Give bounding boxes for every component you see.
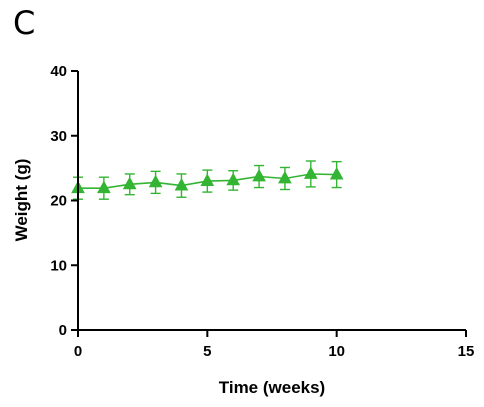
y-tick-label-20: 20 [50, 193, 67, 210]
data-point-8 [278, 170, 292, 184]
data-point-10 [329, 166, 344, 180]
data-point-9 [303, 166, 318, 179]
y-tick-label-0: 0 [59, 322, 67, 339]
data-point-1 [97, 180, 111, 194]
y-tick-label-10: 10 [50, 257, 67, 274]
data-point-7 [252, 168, 266, 182]
x-axis-title: Time (weeks) [219, 378, 325, 397]
x-tick-label-0: 0 [74, 343, 82, 360]
y-tick-label-40: 40 [50, 63, 67, 80]
data-point-5 [200, 173, 215, 186]
panel-label: C [13, 4, 36, 42]
chart-axes: 0 10 20 30 40 0 5 10 15 [50, 63, 474, 360]
data-point-3 [148, 174, 163, 188]
x-tick-label-15: 15 [458, 343, 475, 360]
chart-marks [71, 160, 344, 200]
x-tick-label-5: 5 [203, 343, 211, 360]
data-point-2 [122, 176, 137, 190]
data-point-6 [226, 172, 241, 186]
y-axis-title: Weight (g) [12, 159, 31, 242]
x-tick-label-10: 10 [328, 343, 345, 360]
y-tick-label-30: 30 [50, 128, 67, 145]
data-point-4 [174, 177, 189, 191]
